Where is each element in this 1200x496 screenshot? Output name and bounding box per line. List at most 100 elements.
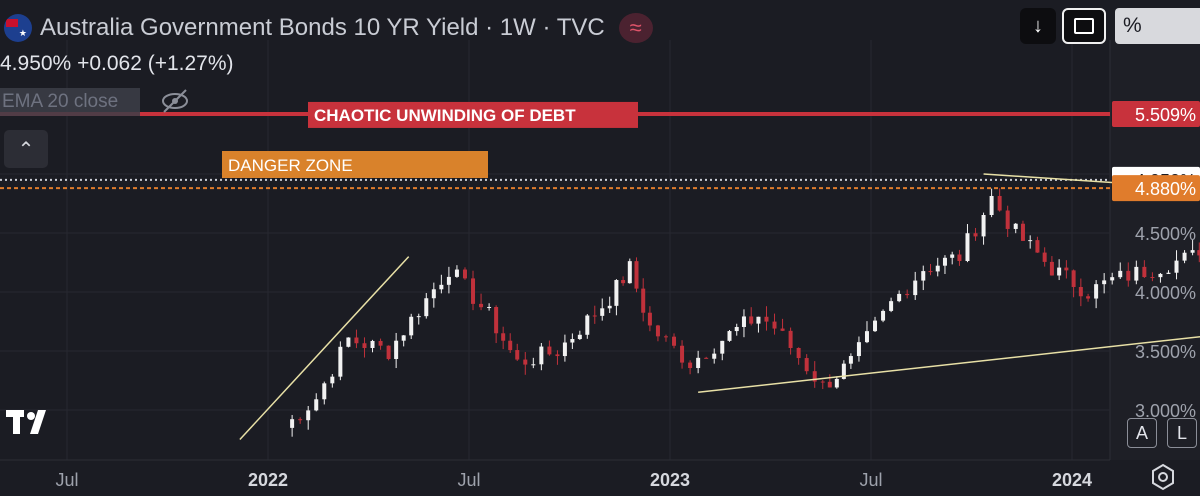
- candle-body: [720, 340, 725, 354]
- candle-body: [680, 345, 685, 363]
- fullscreen-icon: [1074, 18, 1094, 34]
- candle-body: [897, 293, 902, 302]
- candle-body: [965, 233, 970, 262]
- candle-body: [1134, 266, 1139, 281]
- candle-body: [1086, 296, 1091, 299]
- candle-body: [462, 269, 467, 279]
- candle-body: [523, 359, 528, 365]
- y-tick-label: 4.500%: [1135, 224, 1196, 244]
- tradingview-logo: [6, 410, 46, 434]
- candle-body: [600, 308, 605, 316]
- candle-body: [1071, 270, 1076, 288]
- auto-scale-button[interactable]: A: [1127, 418, 1157, 448]
- candle-body: [547, 346, 552, 355]
- candle-body: [1142, 266, 1147, 278]
- candle-body: [696, 357, 701, 369]
- x-tick-label: 2022: [248, 470, 288, 490]
- annotation-danger-text: DANGER ZONE: [228, 156, 353, 175]
- candle-body: [928, 271, 933, 273]
- candle-body: [1150, 277, 1155, 279]
- candle-body: [634, 261, 639, 289]
- candle-body: [627, 261, 632, 284]
- download-button[interactable]: ↓: [1020, 8, 1056, 44]
- candle-body: [1118, 270, 1123, 278]
- candle-body: [688, 362, 693, 369]
- candle-body: [1182, 252, 1187, 261]
- candle-body: [562, 342, 567, 357]
- x-tick-label: 2024: [1052, 470, 1092, 490]
- candle-body: [607, 305, 612, 309]
- australia-flag-icon: [4, 14, 32, 42]
- price-tag-label: 5.509%: [1135, 105, 1196, 125]
- candle-body: [935, 265, 940, 272]
- x-tick-label: 2023: [650, 470, 690, 490]
- candle-body: [424, 298, 429, 317]
- log-scale-button[interactable]: L: [1167, 418, 1197, 448]
- x-tick-label: Jul: [859, 470, 882, 490]
- candle-body: [1028, 240, 1033, 242]
- annotation-danger-box: [222, 151, 488, 178]
- candle-body: [298, 419, 303, 421]
- candle-body: [741, 316, 746, 327]
- candle-body: [788, 330, 793, 348]
- price-tag-label: 4.880%: [1135, 179, 1196, 199]
- trendline: [698, 335, 1200, 394]
- candle-body: [950, 254, 955, 258]
- ema-indicator-label[interactable]: EMA 20 close: [0, 88, 140, 116]
- y-tick-label: 4.000%: [1135, 283, 1196, 303]
- collapse-legend-button[interactable]: ⌃: [4, 130, 48, 168]
- candle-body: [1197, 250, 1200, 256]
- annotation-chaotic-box: [308, 101, 638, 128]
- candle-body: [508, 340, 513, 351]
- symbol-title[interactable]: Australia Government Bonds 10 YR Yield ·…: [40, 14, 605, 41]
- candle-body: [539, 346, 544, 365]
- candle-body: [756, 316, 761, 324]
- candle-body: [827, 381, 832, 388]
- trendline: [239, 256, 410, 441]
- candle-body: [749, 316, 754, 324]
- candle-body: [856, 342, 861, 357]
- last-value-line: 4.950% +0.062 (+1.27%): [0, 52, 234, 76]
- price-tag-box: [1112, 100, 1200, 127]
- candle-body: [647, 312, 652, 326]
- candle-body: [873, 320, 878, 332]
- candle-body: [416, 316, 421, 318]
- candle-body: [772, 321, 777, 329]
- candle-body: [330, 376, 335, 384]
- candle-body: [712, 353, 717, 359]
- change-value: +0.062 (+1.27%): [77, 52, 234, 75]
- candle-body: [812, 371, 817, 382]
- x-tick-label: Jul: [457, 470, 480, 490]
- candle-body: [921, 271, 926, 281]
- candle-body: [942, 257, 947, 266]
- candle-body: [370, 340, 375, 348]
- eye-hidden-icon[interactable]: [158, 86, 192, 116]
- candle-body: [322, 383, 327, 400]
- candle-body: [454, 269, 459, 277]
- fullscreen-button[interactable]: [1062, 8, 1106, 44]
- candle-body: [338, 346, 343, 377]
- candle-body: [1035, 240, 1040, 253]
- candle-body: [820, 381, 825, 383]
- percent-scale-button[interactable]: %: [1115, 8, 1200, 44]
- candle-body: [1102, 280, 1107, 285]
- candle-body: [306, 410, 311, 421]
- candle-body: [804, 358, 809, 372]
- candle-body: [663, 336, 668, 338]
- candle-body: [997, 195, 1002, 211]
- candle-body: [471, 278, 476, 304]
- candle-body: [487, 306, 492, 308]
- wave-icon[interactable]: ≈: [618, 13, 653, 43]
- candle-body: [881, 310, 886, 321]
- annotation-chaotic-text: CHAOTIC UNWINDING OF DEBT: [314, 106, 576, 125]
- candle-body: [439, 284, 444, 290]
- settings-gear-icon[interactable]: [1148, 462, 1178, 492]
- candle-body: [394, 340, 399, 359]
- candle-body: [446, 276, 451, 285]
- candle-body: [704, 357, 709, 359]
- candle-body: [1094, 284, 1099, 299]
- candle-body: [764, 316, 769, 322]
- candle-body: [973, 233, 978, 237]
- candle-body: [981, 214, 986, 237]
